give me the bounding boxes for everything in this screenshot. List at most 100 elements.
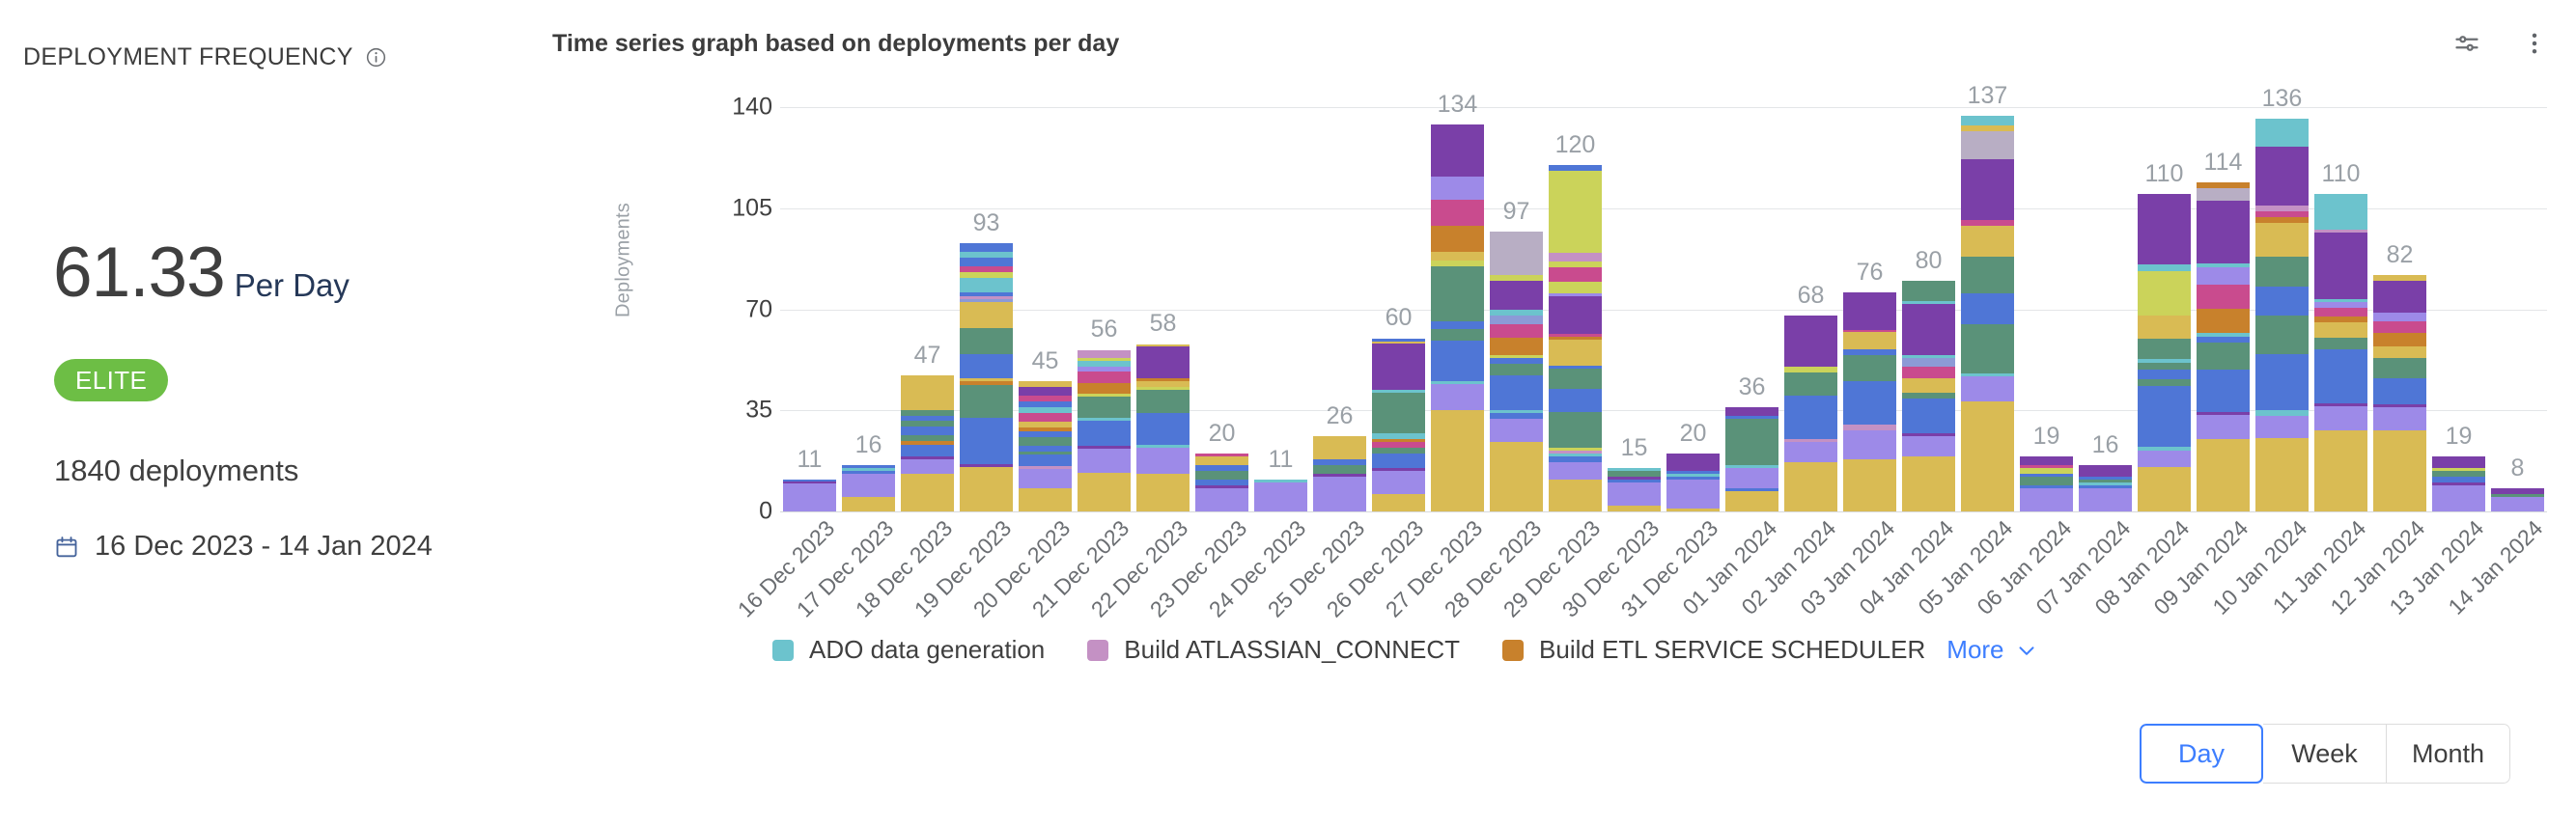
bar-column[interactable]: 68 [1784,282,1837,511]
bar-column[interactable]: 137 [1961,82,2014,511]
bar-segment [1372,393,1425,434]
bar-segment [1372,494,1425,511]
y-axis-tick: 70 [745,295,772,322]
bar-segment [2138,271,2191,316]
bar-segment [1431,199,1484,226]
bar-segment [1136,413,1190,446]
calendar-icon [54,535,79,560]
bar-segment [1490,315,1543,324]
bar-segment [1431,329,1484,342]
bar-segment [1195,465,1248,472]
bar-column[interactable]: 82 [2373,241,2426,511]
bar-segment [901,440,954,446]
bar-column[interactable]: 45 [1019,347,1072,511]
bar-segment [960,298,1013,302]
granularity-day-button[interactable]: Day [2140,724,2263,784]
bar-segment [842,468,895,472]
bar-segment [2373,407,2426,431]
bar-column[interactable]: 11 [1254,446,1307,511]
bar-column[interactable]: 134 [1431,91,1484,511]
y-axis-tick: 140 [732,93,772,121]
bar-segment [1490,364,1543,376]
bar-column[interactable]: 20 [1666,420,1720,511]
bar-value-label: 110 [2321,159,2361,187]
bar-segment [1019,465,1072,469]
bar-segment [960,301,1013,328]
bar-column[interactable]: 76 [1843,259,1896,511]
legend-item[interactable]: Build ATLASSIAN_CONNECT [1087,635,1460,665]
bar-segment [2079,465,2132,478]
bar-column[interactable]: 26 [1313,402,1366,511]
bar-segment [1666,480,1720,509]
sliders-icon[interactable] [2450,27,2483,60]
bar-column[interactable]: 93 [960,209,1013,511]
bar-column[interactable]: 136 [2255,85,2309,511]
legend-item[interactable]: Build ETL SERVICE SCHEDULER [1502,635,1925,665]
bar-column[interactable]: 110 [2314,160,2367,511]
bar-column[interactable]: 36 [1725,373,1778,511]
bar-value-label: 114 [2203,148,2243,176]
bar-column[interactable]: 8 [2491,454,2544,511]
bar-column[interactable]: 110 [2138,160,2191,511]
bar-value-label: 93 [972,208,1000,236]
bar-column[interactable]: 15 [1608,434,1661,511]
bar-column[interactable]: 120 [1549,131,1602,511]
bar-segment [2197,369,2250,412]
bar-column[interactable]: 56 [1078,316,1131,511]
bar-segment [1549,333,1602,337]
bar-segment [1078,393,1131,397]
bar-segment [2138,447,2191,451]
bar-segment [1608,482,1661,507]
bar-segment [1136,344,1190,347]
bar-value-label: 80 [1915,246,1943,274]
bar-segment [1372,344,1425,391]
metric-unit: Per Day [234,267,350,303]
y-axis-tick: 105 [732,194,772,222]
legend-more-button[interactable]: More [1946,635,2038,665]
bar-segment [1490,375,1543,411]
bar-segment [1490,280,1543,310]
bar-segment [1431,265,1484,321]
granularity-week-button[interactable]: Week [2263,724,2387,784]
bar-column[interactable]: 20 [1195,420,1248,511]
bar-segment [901,416,954,421]
bar-segment [1136,390,1190,414]
bar-column[interactable]: 16 [842,431,895,511]
bar-column[interactable]: 114 [2197,149,2250,511]
chart-header-actions [2450,27,2551,60]
bar-segment [1902,456,1955,511]
bar-column[interactable]: 19 [2432,423,2485,511]
bar-value-label: 45 [1031,347,1059,375]
bar-segment [2314,430,2367,511]
bar-column[interactable]: 19 [2020,423,2073,511]
bar-column[interactable]: 60 [1372,304,1425,511]
date-range-row[interactable]: 16 Dec 2023 - 14 Jan 2024 [54,531,433,563]
bar-column[interactable]: 47 [901,342,954,511]
bar-column[interactable]: 16 [2079,431,2132,511]
chart-panel: Time series graph based on deployments p… [541,0,2576,826]
granularity-toggle-group[interactable]: Day Week Month [2140,724,2510,784]
bar-segment [1490,231,1543,275]
bar-segment [960,272,1013,279]
bar-segment [1372,341,1425,344]
granularity-month-button[interactable]: Month [2387,724,2510,784]
bar-segment [1372,448,1425,454]
more-vertical-icon[interactable] [2518,27,2551,60]
bar-segment [1608,480,1661,483]
bar-column[interactable]: 11 [783,446,836,511]
bar-segment [2138,193,2191,265]
bar-segment [2373,274,2426,281]
bar-segment [1431,176,1484,200]
bar-segment [960,242,1013,252]
bar-segment [1431,320,1484,330]
y-axis: 0 35 70 105 140 [570,94,772,525]
bar-column[interactable]: 58 [1136,310,1190,511]
bar-segment [1078,372,1131,383]
bar-value-label: 76 [1856,258,1884,286]
bar-segment [2079,477,2132,481]
bar-column[interactable]: 80 [1902,247,1955,511]
bar-segment [2020,474,2073,478]
legend-item[interactable]: ADO data generation [772,635,1045,665]
info-icon[interactable] [365,46,387,69]
bar-column[interactable]: 97 [1490,198,1543,511]
